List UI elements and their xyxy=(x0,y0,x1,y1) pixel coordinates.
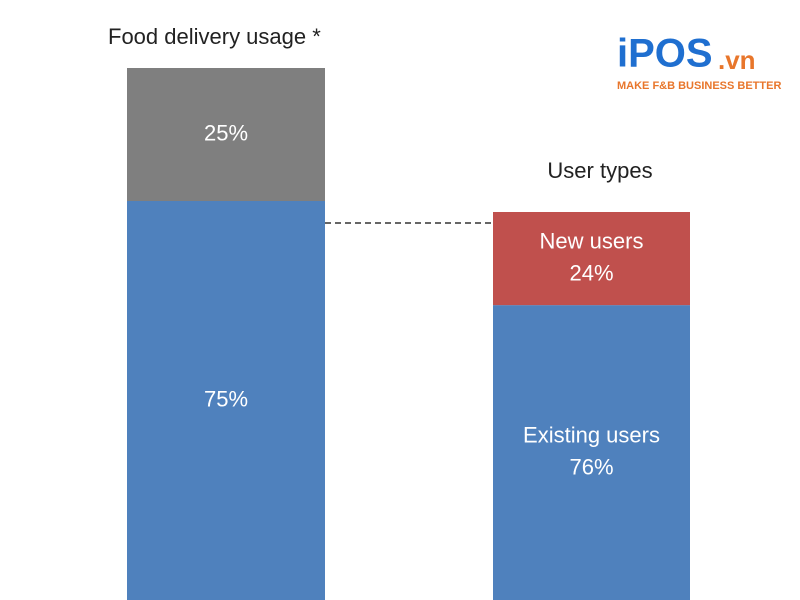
chart-title: User types xyxy=(547,158,652,183)
logo-brand: iPOS xyxy=(617,32,713,76)
data-label: 24% xyxy=(569,260,613,285)
logo: iPOS .vn MAKE F&B BUSINESS BETTER xyxy=(617,32,781,92)
chart-title: Food delivery usage * xyxy=(108,24,321,49)
bar-segment xyxy=(493,212,690,306)
bar-segment xyxy=(493,305,690,600)
data-label: 75% xyxy=(204,386,248,411)
logo-tagline: MAKE F&B BUSINESS BETTER xyxy=(617,80,781,92)
logo-domain: .vn xyxy=(718,45,756,75)
data-label: 25% xyxy=(204,120,248,145)
bar-segment xyxy=(127,68,325,201)
data-label: 76% xyxy=(569,454,613,479)
segment-name: New users xyxy=(540,228,644,253)
segment-name: Existing users xyxy=(523,422,660,447)
bar-segment xyxy=(127,201,325,600)
